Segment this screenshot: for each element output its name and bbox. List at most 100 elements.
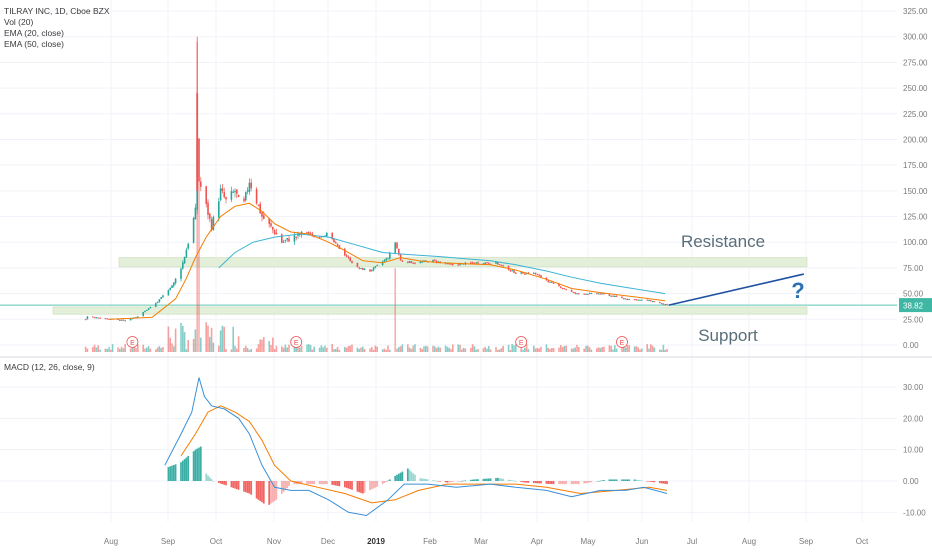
- candle-body: [650, 300, 652, 302]
- volume-bar: [243, 347, 245, 352]
- histogram-bar: [208, 477, 211, 481]
- volume-bar: [209, 336, 211, 352]
- time-tick-label: Dec: [321, 537, 335, 546]
- candle-body: [387, 258, 389, 260]
- volume-bar: [194, 329, 197, 352]
- histogram-bar: [288, 481, 290, 487]
- volume-bar: [200, 337, 202, 352]
- histogram-bar: [525, 481, 528, 483]
- candle-body: [194, 207, 197, 220]
- candle-body: [560, 286, 562, 288]
- volume-bar: [471, 344, 474, 352]
- chart-title[interactable]: TILRAY INC, 1D, Cboe BZX: [4, 6, 110, 16]
- earnings-marker: E: [616, 336, 628, 348]
- volume-bar: [500, 348, 503, 352]
- time-tick-label: Oct: [856, 537, 869, 546]
- volume-bar: [637, 347, 639, 352]
- candle-body: [187, 243, 189, 249]
- candle-body: [158, 299, 161, 303]
- volume-bar: [119, 348, 121, 352]
- volume-bar: [664, 349, 666, 352]
- histogram-bar: [406, 468, 409, 481]
- macd-line: [164, 377, 668, 517]
- histogram-bar: [588, 481, 591, 483]
- price-tick-label: 325.00: [903, 7, 928, 16]
- candle-body: [318, 237, 321, 239]
- volume-bar: [448, 347, 450, 352]
- ema20-legend[interactable]: EMA (20, close): [4, 28, 64, 38]
- volume-bar: [533, 345, 535, 352]
- candle-body: [349, 257, 351, 262]
- volume-bar: [387, 345, 389, 352]
- histogram-bar: [572, 481, 575, 485]
- candle-body: [360, 268, 362, 270]
- volume-bar: [648, 348, 650, 352]
- candle-body: [174, 278, 177, 284]
- volume-bar: [457, 344, 459, 352]
- candle-body: [261, 212, 263, 217]
- histogram-bar: [261, 481, 263, 503]
- candle-body: [268, 218, 270, 224]
- histogram-bar: [268, 481, 271, 505]
- volume-bar: [615, 348, 618, 352]
- candle-body: [646, 299, 648, 301]
- macd-legend[interactable]: MACD (12, 26, close, 9): [4, 362, 95, 372]
- candle-body: [336, 243, 339, 246]
- candle-body: [144, 310, 146, 313]
- volume-bar: [104, 348, 107, 352]
- candle-body: [160, 297, 162, 300]
- volume-bar: [169, 337, 171, 352]
- volume-bar: [396, 348, 398, 352]
- candle-body: [549, 281, 551, 283]
- volume-bar: [462, 347, 465, 352]
- volume-bar: [84, 346, 87, 352]
- histogram-bar: [610, 479, 613, 481]
- candle-body: [482, 263, 485, 265]
- candle-body: [624, 298, 627, 300]
- histogram-bar: [487, 478, 490, 481]
- macd-pane-legend: MACD (12, 26, close, 9): [4, 362, 95, 373]
- histogram-bar: [601, 480, 604, 481]
- volume-bar: [333, 349, 335, 352]
- volume-bar: [614, 345, 616, 352]
- volume-bar: [588, 347, 591, 352]
- ema50-legend[interactable]: EMA (50, close): [4, 39, 64, 49]
- histogram-bar: [662, 481, 665, 484]
- volume-bar: [133, 345, 135, 352]
- volume-legend[interactable]: Vol (20): [4, 17, 34, 27]
- histogram-bar: [205, 473, 208, 481]
- candle-body: [221, 188, 224, 192]
- candle-body: [558, 283, 560, 287]
- candles: [84, 36, 668, 322]
- candle-body: [612, 295, 614, 297]
- volume-bar: [475, 349, 477, 352]
- volume-bar: [313, 346, 315, 352]
- histogram-bar: [207, 475, 209, 481]
- candle-body: [596, 293, 598, 295]
- histogram-bar: [585, 481, 587, 484]
- volume-bar: [272, 337, 274, 352]
- histogram-bar: [331, 481, 334, 485]
- volume-bar: [146, 347, 148, 352]
- histogram-bar: [457, 481, 460, 482]
- macd-axis: 30.00 20.00 10.00 0.00 -10.00: [903, 383, 926, 517]
- price-tick-label: 275.00: [903, 58, 928, 67]
- candle-body: [218, 201, 220, 218]
- volume-bar: [371, 346, 373, 352]
- candle-body: [223, 192, 225, 198]
- volume-bar: [299, 347, 301, 352]
- histogram-bar: [613, 479, 616, 481]
- histogram-bar: [536, 481, 539, 484]
- volume-bar: [124, 344, 126, 352]
- volume-bar: [288, 344, 290, 352]
- candle-body: [198, 138, 200, 182]
- candle-body: [120, 319, 123, 321]
- candle-body: [590, 292, 593, 294]
- volume-bar: [167, 326, 170, 352]
- histogram-bar: [540, 481, 542, 484]
- volume-bar: [372, 349, 375, 352]
- histogram-bar: [167, 467, 170, 481]
- volume-bar: [156, 347, 159, 352]
